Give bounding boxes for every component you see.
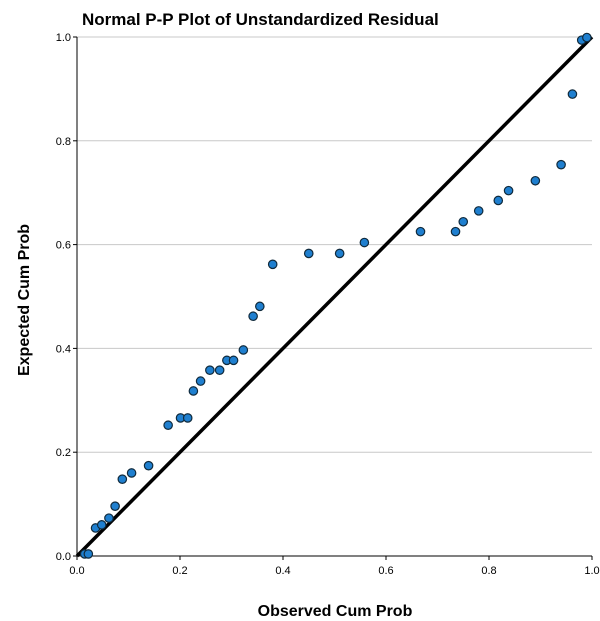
data-point: [104, 513, 114, 523]
data-point: [493, 195, 504, 206]
data-point: [303, 248, 314, 259]
data-point: [110, 501, 120, 511]
data-point: [248, 311, 258, 322]
axes: [73, 36, 593, 560]
tick-labels: 0.0 0.2 0.4 0.6 0.8 1.0 0.0 0.2 0.4 0.6 0.8 1.0: [56, 32, 600, 577]
data-point: [556, 159, 566, 170]
data-point: [205, 365, 215, 375]
y-tick-label: 0.6: [56, 240, 71, 252]
data-point: [182, 413, 193, 423]
data-point: [267, 259, 278, 270]
data-point: [163, 420, 173, 431]
y-tick-label: 0.0: [56, 551, 71, 563]
data-point: [214, 365, 225, 375]
x-tick-label: 0.4: [275, 565, 290, 577]
x-tick-label: 0.2: [172, 565, 187, 577]
data-points: [79, 32, 592, 559]
y-axis-label: Expected Cum Prob: [16, 224, 33, 376]
data-point: [188, 386, 199, 396]
x-tick-label: 1.0: [584, 565, 599, 577]
y-tick-label: 0.2: [56, 447, 71, 459]
data-point: [255, 301, 265, 312]
data-point: [530, 175, 541, 186]
data-point: [415, 226, 426, 237]
reference-line-group: [75, 35, 594, 558]
data-point: [450, 226, 461, 237]
grid-lines: [77, 36, 592, 453]
data-point: [228, 355, 239, 366]
x-tick-label: 0.0: [69, 565, 84, 577]
x-tick-label: 0.6: [378, 565, 393, 577]
data-point: [195, 376, 206, 386]
x-axis-label: Observed Cum Prob: [258, 603, 413, 620]
y-tick-label: 1.0: [56, 32, 71, 44]
data-point: [473, 206, 484, 216]
y-tick-label: 0.4: [56, 343, 71, 355]
y-tick-label: 0.8: [56, 136, 71, 148]
data-point: [96, 520, 107, 530]
data-point: [359, 237, 370, 248]
data-point: [458, 216, 469, 227]
reference-line: [75, 35, 594, 558]
data-point: [582, 32, 592, 43]
data-point: [117, 474, 128, 484]
data-point: [238, 345, 249, 355]
data-point: [126, 468, 137, 478]
data-point: [83, 549, 94, 559]
data-point: [567, 89, 578, 99]
chart-title: Normal P-P Plot of Unstandardized Residu…: [82, 10, 439, 29]
data-point: [143, 460, 154, 471]
data-point: [334, 248, 345, 259]
data-point: [503, 185, 514, 196]
x-tick-label: 0.8: [481, 565, 496, 577]
